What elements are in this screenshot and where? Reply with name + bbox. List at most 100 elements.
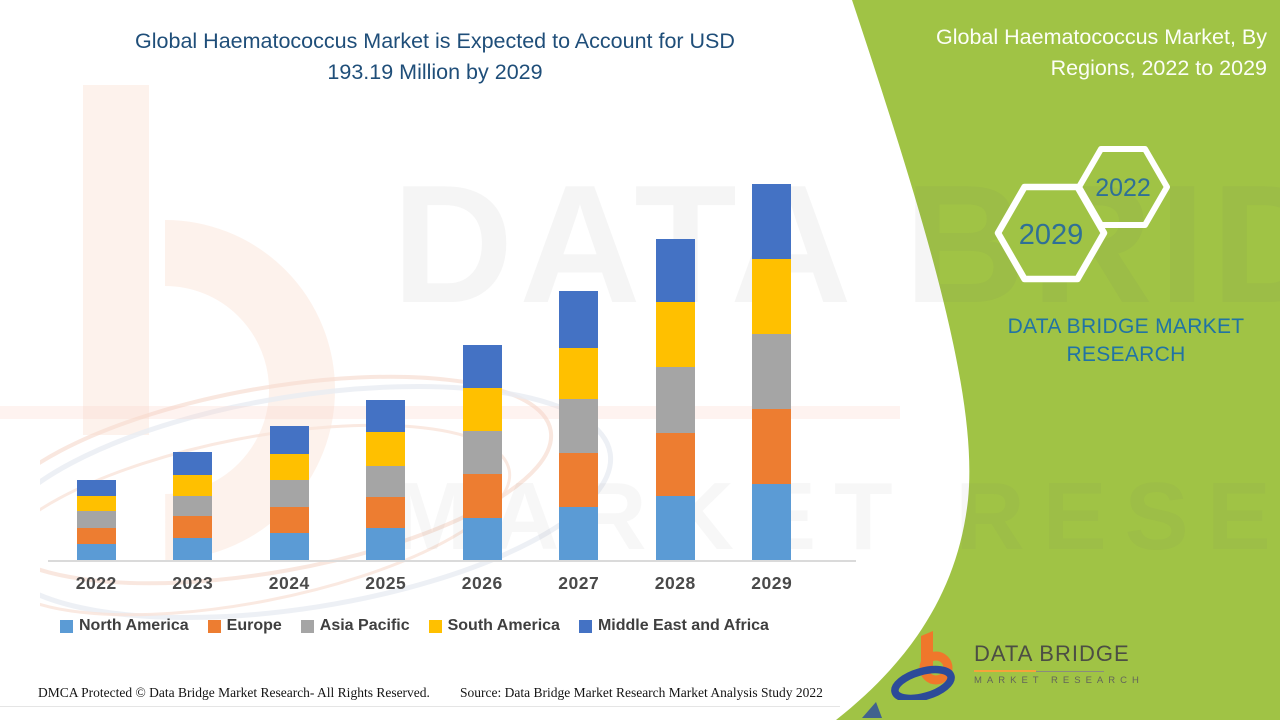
bar-segment-middle-east-and-africa (559, 291, 599, 348)
bar-stack-2024 (269, 426, 309, 560)
x-axis-label: 2028 (654, 573, 696, 593)
brand-panel-line1: DATA BRIDGE MARKET (1007, 315, 1245, 338)
bar-segment-asia-pacific (462, 431, 502, 475)
bar-segment-north-america (269, 533, 309, 560)
logo-subtitle: MARKET RESEARCH (974, 675, 1144, 686)
brand-panel-text: DATA BRIDGE MARKET RESEARCH (966, 313, 1280, 369)
bar-stack-2023 (173, 451, 213, 560)
dmca-notice: DMCA Protected © Data Bridge Market Rese… (38, 685, 430, 700)
bar-column (338, 170, 435, 560)
legend-item-north-america: North America (60, 617, 189, 635)
legend-item-south-america: South America (428, 617, 560, 635)
bar-segment-north-america (559, 506, 599, 560)
bar-column (241, 170, 338, 560)
panel-title: Global Haematococcus Market, By Regions,… (867, 22, 1267, 84)
bar-segment-europe (173, 516, 213, 539)
bar-segment-middle-east-and-africa (173, 451, 213, 476)
logo-text-block: DATA BRIDGE MARKET RESEARCH (974, 630, 1144, 686)
panel-title-line2: Regions, 2022 to 2029 (1050, 56, 1267, 80)
bar-segment-asia-pacific (76, 511, 116, 529)
panel-title-line1: Global Haematococcus Market, By (936, 25, 1267, 49)
brand-panel-line2: RESEARCH (1066, 343, 1186, 366)
bar-stack-2025 (366, 399, 406, 560)
x-axis-label: 2024 (268, 573, 310, 593)
legend-label: Europe (226, 617, 282, 634)
bar-segment-europe (559, 453, 599, 507)
bar-segment-south-america (366, 431, 406, 466)
bar-columns (48, 170, 820, 560)
bar-column (48, 170, 145, 560)
bar-segment-south-america (752, 258, 792, 335)
legend-item-asia-pacific: Asia Pacific (300, 617, 410, 635)
bar-segment-south-america (559, 347, 599, 399)
bar-segment-middle-east-and-africa (655, 238, 695, 303)
year-badges: 2022 2029 (994, 146, 1170, 283)
legend-label: South America (447, 617, 560, 634)
bar-segment-europe (76, 528, 116, 545)
bar-segment-europe (366, 497, 406, 529)
bar-segment-middle-east-and-africa (462, 344, 502, 389)
bar-segment-middle-east-and-africa (269, 426, 309, 454)
bar-segment-south-america (173, 475, 213, 497)
corner-accent-triangle (862, 702, 882, 718)
chart-title: Global Haematococcus Market is Expected … (45, 26, 825, 88)
legend-swatch (207, 619, 221, 633)
bar-column (434, 170, 531, 560)
bar-stack-2029 (752, 184, 792, 560)
bar-segment-north-america (173, 538, 213, 560)
bar-segment-asia-pacific (655, 367, 695, 434)
bar-segment-asia-pacific (366, 465, 406, 498)
chart-legend: North America Europe Asia Pacific South Ame… (60, 617, 769, 635)
bar-segment-asia-pacific (559, 398, 599, 454)
bar-segment-south-america (76, 496, 116, 512)
x-axis-line (48, 560, 856, 562)
bar-segment-asia-pacific (173, 496, 213, 517)
legend-item-middle-east-and-africa: Middle East and Africa (578, 617, 769, 635)
bar-segment-north-america (752, 483, 792, 560)
legend-swatch (300, 619, 314, 633)
bar-column (145, 170, 242, 560)
bar-column (724, 170, 821, 560)
bar-segment-north-america (76, 544, 116, 560)
x-axis-label: 2022 (75, 573, 117, 593)
x-axis-label: 2025 (365, 573, 407, 593)
legend-label: North America (79, 617, 189, 634)
data-bridge-logo-icon (891, 631, 955, 700)
bar-segment-europe (655, 433, 695, 497)
logo-divider (974, 670, 1104, 672)
legend-swatch (60, 619, 73, 633)
bar-stack-2022 (76, 479, 116, 560)
logo-swoosh (891, 665, 955, 700)
x-axis-labels: 2022 2023 2024 2025 2026 2027 2028 2029 (48, 573, 820, 594)
legend-label: Middle East and Africa (597, 617, 769, 634)
x-axis-label: 2026 (461, 573, 503, 593)
bar-segment-south-america (269, 453, 309, 480)
bar-column (627, 170, 724, 560)
bar-stack-2027 (559, 291, 599, 560)
legend-label: Asia Pacific (319, 617, 410, 634)
logo-title: DATA BRIDGE (974, 641, 1130, 666)
x-axis-label: 2023 (172, 573, 214, 593)
bar-column (531, 170, 628, 560)
source-note: Source: Data Bridge Market Research Mark… (460, 685, 823, 700)
bar-segment-south-america (655, 302, 695, 368)
stacked-bar-chart (48, 170, 820, 560)
bar-segment-north-america (655, 496, 695, 560)
bar-segment-south-america (462, 388, 502, 432)
bar-segment-north-america (462, 517, 502, 560)
hexagon-badge-2029 (994, 183, 1108, 283)
data-bridge-logo: DATA BRIDGE MARKET RESEARCH (891, 630, 1144, 700)
bar-segment-middle-east-and-africa (76, 479, 116, 497)
legend-item-europe: Europe (207, 617, 282, 635)
legend-swatch (428, 619, 442, 633)
legend-swatch (578, 619, 592, 633)
x-axis-label: 2029 (751, 573, 793, 593)
footer-divider (0, 706, 840, 707)
bar-segment-asia-pacific (752, 334, 792, 410)
chart-title-line2: 193.19 Million by 2029 (327, 60, 543, 84)
bar-segment-europe (462, 474, 502, 518)
badge-start-year-label: 2022 (1095, 174, 1151, 202)
bar-segment-europe (752, 409, 792, 484)
chart-title-line1: Global Haematococcus Market is Expected … (135, 29, 735, 53)
